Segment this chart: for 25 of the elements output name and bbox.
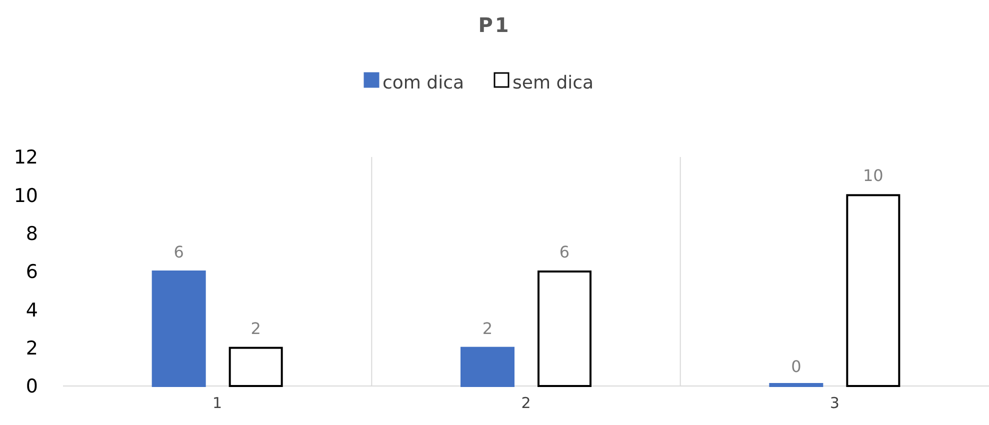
bar <box>538 270 592 387</box>
x-tick-label: 1 <box>212 394 222 412</box>
y-tick-label: 8 <box>26 222 38 245</box>
y-tick-label: 0 <box>26 376 38 398</box>
y-tick-label: 4 <box>26 299 38 322</box>
chart-title: P1 <box>478 13 511 37</box>
bar <box>228 346 283 387</box>
y-tick-label: 6 <box>26 261 38 284</box>
data-label: 2 <box>482 318 493 338</box>
data-label: 6 <box>559 242 570 262</box>
y-tick-label: 12 <box>14 146 38 169</box>
bar <box>846 194 900 387</box>
data-label: 0 <box>791 357 802 376</box>
bar <box>460 346 514 387</box>
y-tick-label: 2 <box>26 337 38 360</box>
legend-label: sem dica <box>512 72 594 94</box>
x-tick-label: 3 <box>830 394 840 412</box>
data-label: 2 <box>250 318 261 338</box>
x-tick-label: 2 <box>521 394 531 412</box>
bar <box>769 383 824 387</box>
y-tick-label: 10 <box>14 184 38 207</box>
data-label: 10 <box>862 166 884 186</box>
data-label: 6 <box>174 242 184 262</box>
legend-label: com dica <box>382 72 464 94</box>
bar <box>152 270 206 387</box>
